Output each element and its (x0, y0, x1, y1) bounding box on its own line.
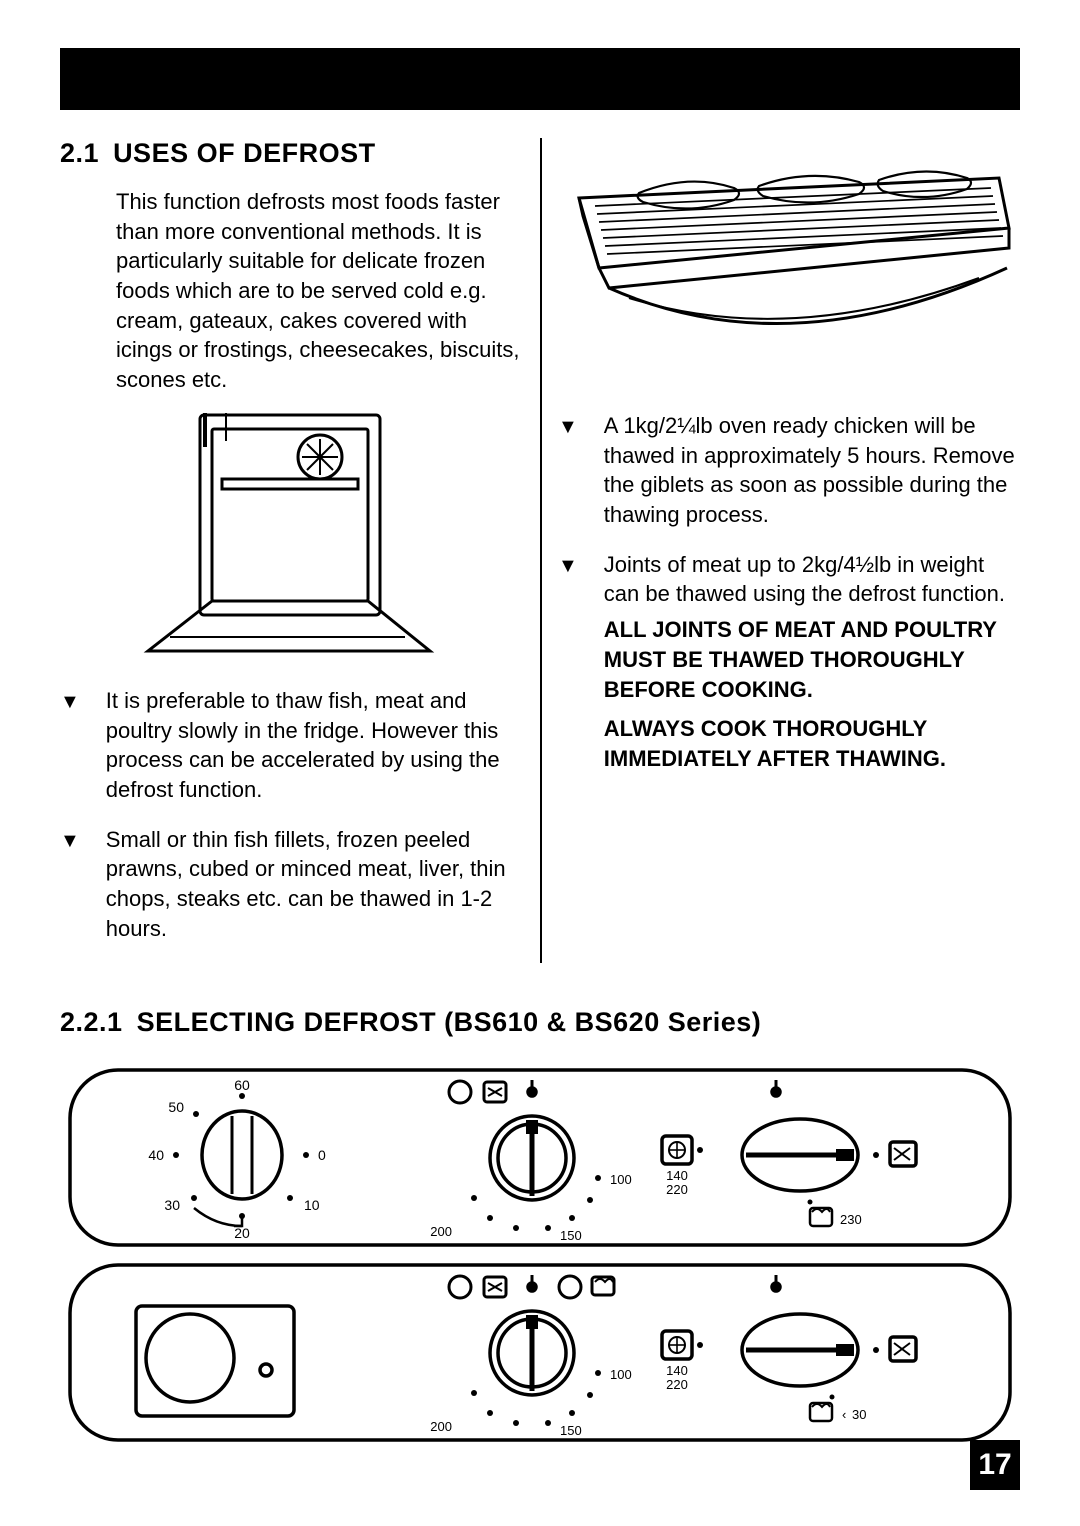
header-black-bar (60, 48, 1020, 110)
bullet-marker-icon: ▼ (60, 686, 80, 805)
tick-label: 220 (666, 1377, 688, 1392)
tick-label: 100 (610, 1367, 632, 1382)
tick-label: 10 (304, 1197, 320, 1213)
left-column: 2.1 USES OF DEFROST This function defros… (60, 138, 522, 963)
section-2-2-1-heading: 2.2.1 SELECTING DEFROST (BS610 & BS620 S… (60, 1007, 1020, 1038)
tick-label: 200 (430, 1419, 452, 1434)
two-column-layout: 2.1 USES OF DEFROST This function defros… (60, 138, 1020, 963)
oven-illustration (130, 407, 450, 667)
bullet-item: ▼ Small or thin fish fillets, frozen pee… (60, 825, 522, 944)
bold-warning-block: ALL JOINTS OF MEAT AND POULTRY MUST BE T… (604, 615, 1020, 773)
bullet-marker-icon: ▼ (558, 411, 578, 530)
section-title-bold: SELECTING DEFROST (137, 1007, 437, 1037)
tick-label: 100 (610, 1172, 632, 1187)
tick-label: 40 (148, 1147, 164, 1163)
tick-label: 60 (234, 1077, 250, 1093)
bullet-text: Joints of meat up to 2kg/4½lb in weight … (604, 550, 1020, 784)
tick-label: 140 (666, 1363, 688, 1378)
section-number: 2.2.1 (60, 1007, 123, 1037)
bullet-item: ▼ A 1kg/2¼lb oven ready chicken will be … (558, 411, 1020, 530)
bold-line: ALL JOINTS OF MEAT AND POULTRY MUST BE T… (604, 615, 1020, 704)
bold-line: ALWAYS COOK THOROUGHLY IMMEDIATELY AFTER… (604, 714, 1020, 773)
bullet-text: It is preferable to thaw fish, meat and … (106, 686, 522, 805)
control-panel-diagrams: 60 50 40 30 20 10 0 (60, 1060, 1020, 1450)
intro-paragraph: This function defrosts most foods faster… (116, 187, 522, 395)
tick-label: 30 (852, 1407, 866, 1422)
tick-label: 30 (164, 1197, 180, 1213)
tick-label: 50 (168, 1099, 184, 1115)
section-2-1-heading: 2.1 USES OF DEFROST (60, 138, 522, 169)
page-number: 17 (978, 1448, 1011, 1482)
tick-label: 140 (666, 1168, 688, 1183)
section-number: 2.1 (60, 138, 99, 168)
right-bullet-list: ▼ A 1kg/2¼lb oven ready chicken will be … (558, 411, 1020, 784)
bullet-marker-icon: ▼ (558, 550, 578, 784)
grill-tray-illustration (558, 138, 1020, 378)
page-number-badge: 17 (970, 1440, 1020, 1490)
bullet-inner-text: Joints of meat up to 2kg/4½lb in weight … (604, 552, 1005, 607)
section-title-light: (BS610 & BS620 Series) (444, 1007, 761, 1037)
left-bullet-list: ▼ It is preferable to thaw fish, meat an… (60, 686, 522, 944)
section-2-2-1: 2.2.1 SELECTING DEFROST (BS610 & BS620 S… (60, 1007, 1020, 1450)
bullet-text: Small or thin fish fillets, frozen peele… (106, 825, 522, 944)
bullet-text: A 1kg/2¼lb oven ready chicken will be th… (604, 411, 1020, 530)
tick-label: 150 (560, 1423, 582, 1438)
bullet-item: ▼ It is preferable to thaw fish, meat an… (60, 686, 522, 805)
bullet-item: ▼ Joints of meat up to 2kg/4½lb in weigh… (558, 550, 1020, 784)
svg-text:‹: ‹ (842, 1407, 846, 1422)
tick-label: 230 (840, 1212, 862, 1227)
tick-label: 200 (430, 1224, 452, 1239)
control-panels-svg: 60 50 40 30 20 10 0 (60, 1060, 1020, 1450)
section-title: USES OF DEFROST (113, 138, 376, 168)
tick-label: 0 (318, 1147, 326, 1163)
tick-label: 150 (560, 1228, 582, 1243)
column-divider (540, 138, 542, 963)
bullet-marker-icon: ▼ (60, 825, 80, 944)
tick-label: 20 (234, 1225, 250, 1241)
tick-label: 220 (666, 1182, 688, 1197)
right-column: ▼ A 1kg/2¼lb oven ready chicken will be … (558, 138, 1020, 963)
